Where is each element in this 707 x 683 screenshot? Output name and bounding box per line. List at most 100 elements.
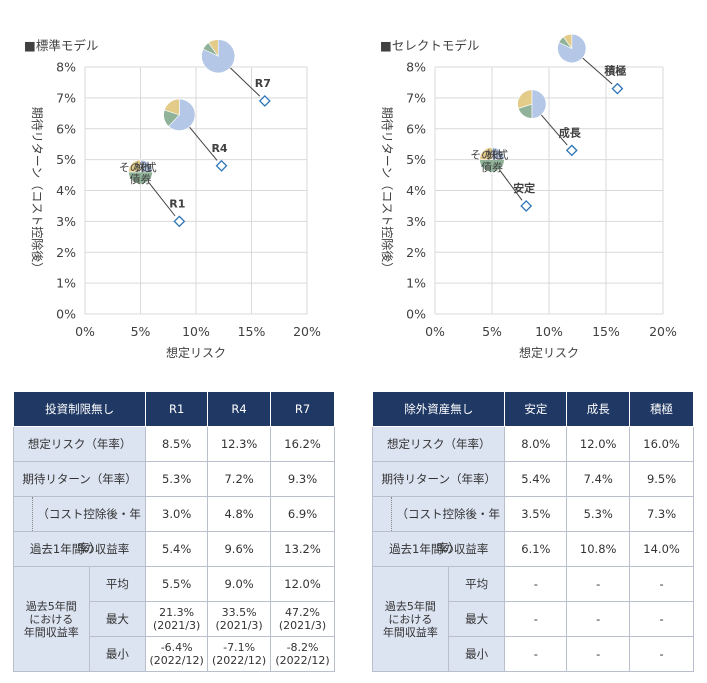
- cell-date: (2021/3): [278, 619, 327, 632]
- pie-slice-other: [164, 98, 180, 116]
- x-tick-label: 5%: [131, 324, 151, 339]
- data-point-marker: [173, 215, 186, 228]
- data-point-marker: [520, 200, 533, 212]
- cell: 13.2%: [270, 531, 335, 567]
- y-tick-label: 7%: [56, 90, 76, 105]
- x-tick-label: 10%: [182, 324, 210, 339]
- select-model-table: 除外資産無し 安定 成長 積極 想定リスク（年率） 8.0% 12.0% 16.…: [371, 391, 694, 672]
- cell: -: [504, 566, 568, 602]
- cell: 9.5%: [629, 461, 694, 497]
- pie-label-bonds: 債券: [130, 172, 152, 186]
- y-tick-label: 6%: [406, 121, 426, 136]
- cell: -: [504, 636, 568, 672]
- cell: 47.2% (2021/3): [270, 601, 335, 637]
- chart-title-standard: ■標準モデル: [24, 38, 99, 53]
- y-tick-label: 1%: [56, 276, 76, 291]
- cell: 12.0%: [270, 566, 335, 602]
- data-point-label: 成長: [559, 125, 582, 139]
- pie-slice-other: [479, 146, 493, 160]
- allocation-pie: [163, 98, 196, 131]
- y-tick-label: 0%: [56, 307, 76, 322]
- cell: 12.3%: [207, 426, 272, 462]
- x-tick-label: 0%: [75, 324, 95, 339]
- y-tick-label: 3%: [406, 214, 426, 229]
- table-header-col: 安定: [504, 391, 568, 427]
- cell-value: -8.2%: [286, 641, 319, 654]
- y-axis-label: 期待リターン（コスト控除後）: [380, 107, 395, 274]
- cell: 5.5%: [145, 566, 209, 602]
- table-header-col: 成長: [566, 391, 631, 427]
- y-axis-label: 期待リターン（コスト控除後）: [30, 107, 45, 274]
- y-tick-label: 6%: [56, 121, 76, 136]
- data-point-label: R4: [211, 142, 227, 155]
- cell: 14.0%: [629, 531, 694, 567]
- pie-slice-bonds: [128, 171, 153, 185]
- cell: -: [629, 601, 694, 637]
- y-tick-label: 2%: [56, 245, 76, 260]
- standard-model-table: 投資制限無し R1 R4 R7 想定リスク（年率） 8.5% 12.3% 16.…: [12, 391, 335, 672]
- row-label-avg: 平均: [88, 566, 147, 602]
- pie-slice-bonds: [479, 159, 505, 173]
- row-label-max: 最大: [88, 601, 147, 637]
- data-point-label: 安定: [513, 181, 535, 195]
- data-point-label: 積極: [603, 64, 626, 78]
- allocation-pie: [517, 89, 547, 119]
- cell-date: (2022/12): [275, 654, 330, 667]
- cell: 5.3%: [566, 496, 631, 532]
- cell-value: 33.5%: [221, 606, 257, 619]
- row-label-1y: 過去1年間の収益率: [12, 531, 147, 567]
- label-line: 過去5年間: [25, 599, 77, 613]
- label-line: 過去5年間: [384, 599, 436, 613]
- cell: -: [629, 566, 694, 602]
- label-line: における: [29, 612, 74, 626]
- cell-value: 47.2%: [285, 606, 320, 619]
- chart-select-model: 0% 1% 2% 3% 4% 5% 6% 7% 8% 0% 5% 10% 15% 20% 想定リスク 期待リタ…: [380, 33, 677, 360]
- y-tick-label: 8%: [56, 60, 76, 75]
- y-tick-label: 7%: [406, 90, 426, 105]
- cell-date: (2021/3): [215, 619, 263, 632]
- pie-slice-stocks: [531, 89, 547, 119]
- row-label-avg: 平均: [447, 566, 506, 602]
- cell-value: -7.1%: [223, 641, 256, 654]
- cell: 9.6%: [207, 531, 272, 567]
- y-tick-label: 4%: [406, 183, 426, 198]
- cell: 4.8%: [207, 496, 272, 532]
- row-label-return: 期待リターン（年率）: [12, 461, 147, 497]
- y-tick-label: 8%: [406, 60, 426, 75]
- cell: -: [566, 601, 631, 637]
- pie-label-other: その他: [119, 161, 152, 174]
- y-tick-label: 1%: [406, 276, 426, 291]
- cell: 6.1%: [504, 531, 568, 567]
- cell: -: [566, 566, 631, 602]
- y-tick-label: 4%: [56, 183, 76, 198]
- y-tick-label: 5%: [406, 152, 426, 167]
- pie-label-other: その他: [470, 148, 503, 161]
- table-header-col: R4: [207, 391, 272, 427]
- cell: 16.0%: [629, 426, 694, 462]
- chart-title-text: 標準モデル: [35, 38, 99, 53]
- pie-label-stocks: 株式: [486, 147, 508, 161]
- cell: -: [629, 636, 694, 672]
- chart-title-text: セレクトモデル: [391, 38, 480, 53]
- table-header-label: 除外資産無し: [371, 391, 506, 427]
- allocation-pie: [201, 39, 236, 74]
- row-label-5y: 過去5年間 における 年間収益率: [13, 566, 90, 672]
- cell: 9.0%: [207, 566, 272, 602]
- pie-label-bonds: 債券: [481, 160, 503, 174]
- row-label-risk: 想定リスク（年率）: [12, 426, 147, 462]
- cell: 33.5% (2021/3): [207, 601, 272, 637]
- cell: 5.3%: [145, 461, 209, 497]
- cell: 7.3%: [629, 496, 694, 532]
- cell: 12.0%: [566, 426, 631, 462]
- label-line: 年間収益率: [382, 625, 438, 639]
- cell-date: (2022/12): [211, 654, 267, 667]
- cell: -8.2% (2022/12): [270, 636, 335, 672]
- cell: 16.2%: [270, 426, 335, 462]
- cell: 21.3% (2021/3): [145, 601, 209, 637]
- x-tick-label: 20%: [649, 324, 677, 339]
- table-header-col: 積極: [629, 391, 694, 427]
- data-point-marker: [611, 82, 624, 95]
- x-axis-label: 想定リスク: [166, 345, 226, 360]
- pie-slice-stocks: [168, 98, 196, 131]
